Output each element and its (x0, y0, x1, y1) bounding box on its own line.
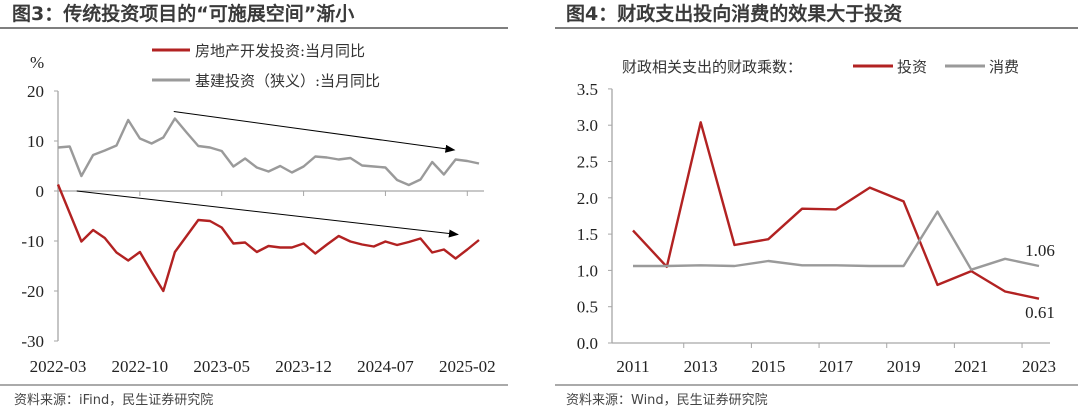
y-tick-label: 0 (36, 182, 45, 201)
data-label-investment-2023: 0.61 (1025, 303, 1055, 322)
series-line-infrastructure (57, 117, 480, 187)
x-tick-label: 2022-10 (112, 357, 169, 376)
chart2-source: 资料来源：Wind，民生证券研究院 (566, 392, 768, 408)
chart2-plot: 3.5 3.0 2.5 2.0 1.5 1.0 0.5 0.0 2011 2013 2015 2017… (577, 80, 1056, 376)
data-label-consumption-2023: 1.06 (1025, 241, 1055, 260)
x-tick-label: 2013 (684, 357, 718, 376)
legend-label-infrastructure: 基建投资（狭义）:当月同比 (195, 72, 380, 90)
x-tick-label: 2015 (751, 357, 785, 376)
chart1-plot: 20 10 0 -10 -20 -30 2022-03 2022-10 2023-05 2023-… (21, 82, 495, 376)
x-tick-label: 2023-05 (193, 357, 250, 376)
x-tick-label: 2023 (1022, 357, 1056, 376)
x-tick-label: 2011 (616, 357, 649, 376)
series-line-real-estate (56, 184, 480, 293)
y-tick-label: 20 (27, 82, 44, 101)
x-tick-label: 2025-02 (439, 357, 496, 376)
y-tick-label: 2.0 (577, 189, 598, 208)
y-tick-label: 1.5 (577, 225, 598, 244)
x-tick-label: 2024-07 (357, 357, 414, 376)
y-tick-label: 2.5 (577, 153, 598, 172)
y-tick-label: 3.5 (577, 80, 598, 99)
y-tick-label: -20 (21, 282, 44, 301)
y-tick-label: 1.0 (577, 261, 598, 280)
x-tick-label: 2019 (887, 357, 921, 376)
series-line-investment (632, 121, 1040, 300)
y-tick-label: 0.0 (577, 334, 598, 353)
x-tick-label: 2021 (954, 357, 988, 376)
trend-arrow-upper (173, 111, 456, 153)
legend-label-real-estate: 房地产开发投资:当月同比 (195, 42, 365, 60)
chart1-title: 图3：传统投资项目的“可施展空间”渐小 (12, 2, 354, 25)
y-tick-label: -30 (21, 332, 44, 351)
legend-label-investment: 投资 (897, 58, 927, 76)
chart1-y-unit: % (30, 53, 44, 72)
chart2-title: 图4：财政支出投向消费的效果大于投资 (566, 2, 902, 25)
y-tick-label: 3.0 (577, 116, 598, 135)
series-line-consumption (633, 210, 1040, 271)
y-tick-label: 0.5 (577, 298, 598, 317)
legend-title: 财政相关支出的财政乘数： (622, 58, 802, 76)
legend-label-consumption: 消费 (989, 58, 1019, 76)
x-tick-label: 2017 (819, 357, 854, 376)
y-tick-label: -10 (21, 232, 44, 251)
trend-arrow-lower (76, 190, 459, 238)
x-tick-label: 2022-03 (30, 357, 87, 376)
chart1-source: 资料来源：iFind，民生证券研究院 (14, 392, 213, 408)
x-tick-label: 2023-12 (275, 357, 332, 376)
y-tick-label: 10 (27, 132, 44, 151)
